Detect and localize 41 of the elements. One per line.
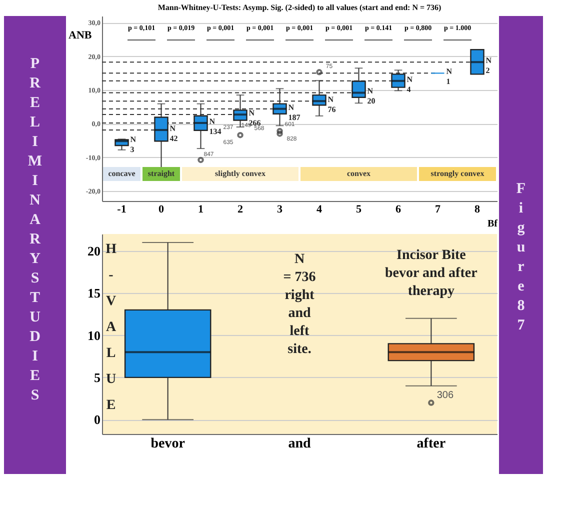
- x-tick-label: 1: [198, 204, 204, 216]
- annotation: N = 736 right and left site.: [283, 252, 316, 357]
- annotation: Incisor Bite bevor and after therapy: [385, 248, 478, 299]
- x-tick-label: 5: [356, 204, 362, 216]
- annotation: N 1: [446, 67, 452, 86]
- annotation: N 20: [367, 86, 376, 106]
- annotation: 306: [436, 390, 454, 401]
- annotation: N 187: [288, 102, 300, 122]
- band-label: slightly convex: [215, 169, 266, 178]
- x-tick-label: -1: [117, 204, 126, 216]
- x-tick-label: 4: [316, 204, 322, 216]
- chart-title: Mann-Whitney-U-Tests: Asymp. Sig. (2-sided) to all values (start and end: N = 736): [158, 3, 442, 12]
- y-axis-title: H-VALUE: [106, 242, 117, 413]
- band-label: strongly convex: [430, 169, 484, 178]
- y-tick-label: 20: [88, 243, 100, 258]
- y-tick-label: 15: [88, 286, 101, 301]
- annotation: N 134: [209, 116, 222, 136]
- x-tick-label: 7: [435, 204, 441, 216]
- x-tick-label: 8: [474, 204, 480, 216]
- y-axis-title: ANB: [68, 30, 92, 42]
- x-tick-label: 0: [158, 204, 164, 216]
- x-tick-label: 6: [396, 204, 402, 216]
- y-tick-label: 5: [94, 370, 101, 385]
- x-axis-title: Bf: [488, 218, 498, 230]
- y-tick-label: 10: [88, 328, 100, 343]
- x-tick-label: 3: [277, 204, 283, 216]
- x-tick-label: 2: [238, 204, 244, 216]
- text: PRELIMINARY STUDIES: [28, 56, 42, 404]
- annotation: N 4: [406, 74, 413, 94]
- band-label: straight: [148, 169, 175, 178]
- x-tick-label: after: [416, 436, 446, 452]
- annotation: N 42: [170, 124, 178, 144]
- band-label: concave: [108, 169, 136, 178]
- annotation: N 2: [486, 56, 492, 76]
- x-tick-label: bevor: [150, 436, 185, 452]
- annotation: N 3: [130, 135, 136, 154]
- x-tick-label: and: [288, 436, 311, 452]
- caption: Figure 87: [516, 181, 526, 334]
- band-label: convex: [346, 169, 371, 178]
- y-tick-label: 0: [94, 412, 100, 428]
- annotation: N 76: [328, 95, 336, 114]
